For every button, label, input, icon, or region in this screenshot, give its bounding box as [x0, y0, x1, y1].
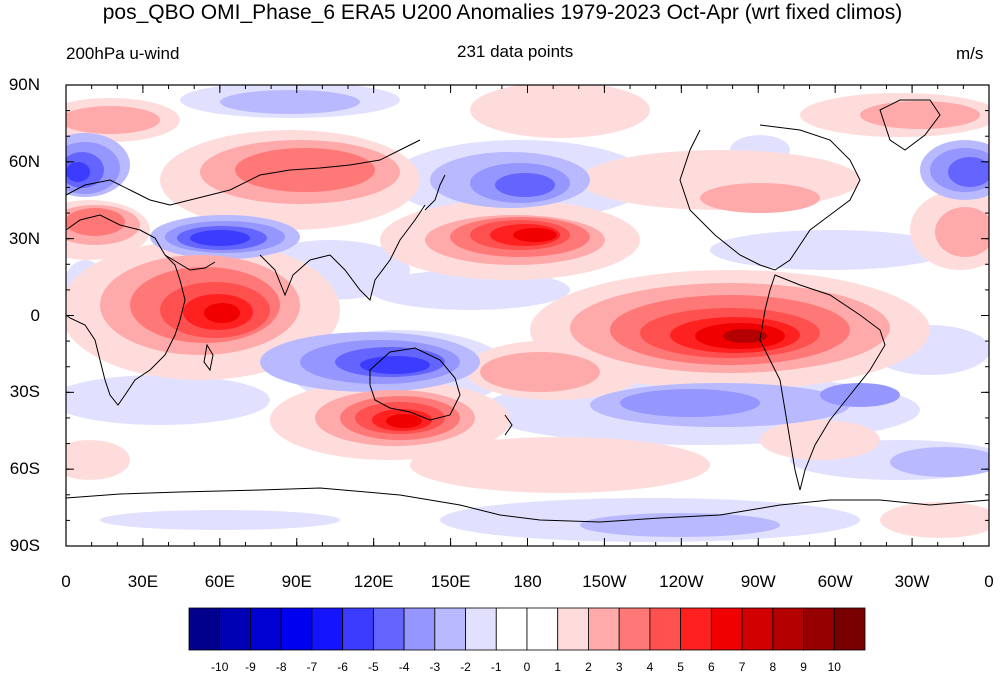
colorbar-box	[465, 607, 497, 651]
colorbar-box	[495, 607, 528, 651]
colorbar-box	[557, 607, 589, 651]
center-label: 231 data points	[457, 42, 574, 61]
colorbar-label: 0	[523, 660, 531, 674]
anomaly-field	[66, 85, 989, 542]
colorbar-box	[833, 607, 866, 651]
colorbar-box	[710, 607, 743, 651]
colorbar-box	[280, 607, 313, 651]
colorbar-label: 6	[708, 660, 715, 674]
left-label: 200hPa u-wind	[66, 44, 180, 63]
colorbar-box	[649, 607, 682, 651]
lon-tick-label: 180	[513, 572, 542, 591]
colorbar-label: -2	[460, 660, 471, 674]
figure-title: pos_QBO OMI_Phase_6 ERA5 U200 Anomalies …	[102, 1, 903, 24]
colorbar-label: 3	[615, 660, 623, 674]
colorbar-label: 2	[585, 660, 592, 674]
lon-tick-label: 150E	[430, 572, 471, 591]
colorbar-box	[434, 607, 466, 651]
lon-tick-label: 90W	[740, 572, 776, 591]
colorbar-label: -6	[337, 660, 348, 674]
colorbar-label: -7	[306, 660, 318, 674]
colorbar-label: 7	[738, 660, 746, 674]
axis-ticks	[65, 84, 990, 547]
colorbar-box	[803, 607, 835, 651]
colorbar-label: 5	[677, 660, 684, 674]
colorbar-box	[741, 607, 774, 651]
lat-tick-label: 0	[30, 305, 40, 325]
colorbar-label: 1	[554, 660, 562, 674]
colorbar-label: -9	[245, 660, 256, 674]
colorbar-label: 10	[827, 660, 841, 674]
lon-tick-label: 60E	[204, 572, 235, 591]
colorbar-label: -4	[398, 660, 410, 674]
colorbar-box	[311, 607, 344, 651]
lon-tick-label: 120E	[353, 572, 394, 591]
lon-tick-label: 0	[61, 572, 71, 591]
colorbar-box	[250, 607, 282, 651]
colorbar-label: -1	[490, 660, 502, 674]
lat-tick-label: 30N	[8, 228, 40, 248]
lat-tick-label: 60S	[9, 459, 40, 479]
colorbar-label: -5	[368, 660, 379, 674]
colorbar-box	[342, 607, 374, 651]
colorbar-box	[588, 607, 620, 651]
lat-tick-label: 90N	[8, 75, 40, 94]
lon-tick-label: 30E	[127, 572, 159, 591]
colorbar	[188, 607, 866, 651]
colorbar-box	[680, 607, 712, 651]
colorbar-label: -3	[429, 660, 441, 674]
lon-tick-label: 60W	[817, 572, 853, 591]
colorbar-label: -10	[211, 660, 229, 674]
colorbar-box	[403, 607, 436, 651]
lon-tick-label: 120W	[659, 572, 704, 591]
colorbar-box	[618, 607, 651, 651]
lat-tick-label: 30S	[9, 382, 40, 402]
colorbar-label: 4	[646, 660, 654, 674]
lat-tick-label: 90S	[9, 536, 40, 555]
colorbar-box	[526, 607, 559, 651]
colorbar-label: -8	[275, 660, 287, 674]
lat-tick-label: 60N	[8, 151, 40, 171]
right-label: m/s	[956, 44, 984, 63]
lon-tick-label: 90E	[281, 572, 312, 591]
lon-tick-label: 0	[984, 572, 994, 591]
colorbar-box	[372, 607, 405, 651]
colorbar-label: 8	[769, 660, 777, 674]
lon-tick-label: 30W	[894, 572, 930, 591]
colorbar-box	[188, 607, 221, 651]
colorbar-box	[772, 607, 804, 651]
colorbar-box	[219, 607, 251, 651]
lon-tick-label: 150W	[582, 572, 627, 591]
colorbar-label: 9	[800, 660, 807, 674]
coastlines	[66, 99, 989, 523]
